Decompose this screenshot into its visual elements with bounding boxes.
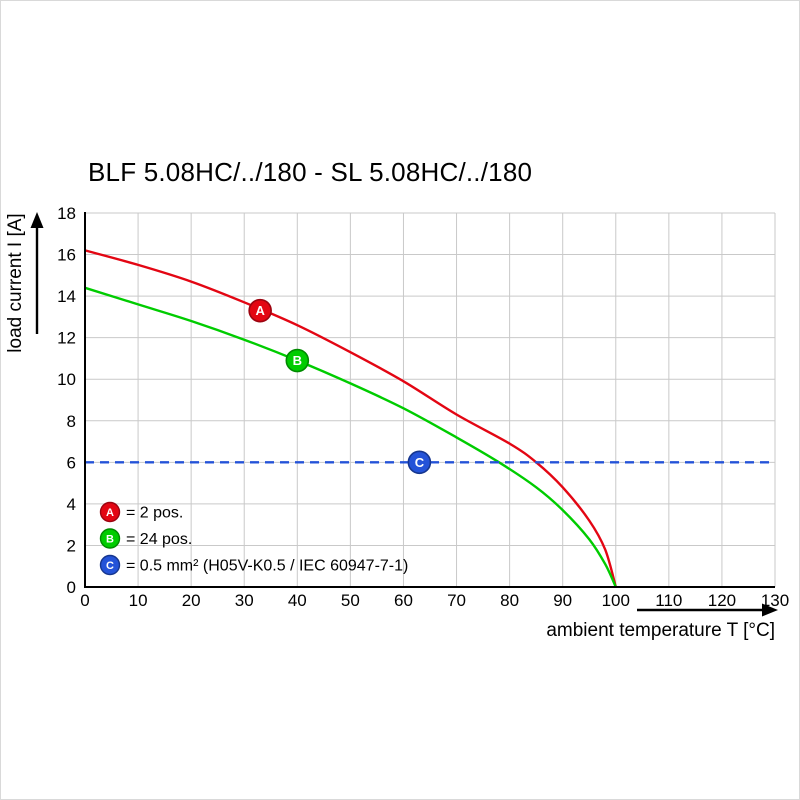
series-A-line — [84, 249, 617, 588]
marker-letter-A: A — [255, 303, 265, 318]
marker-letter-B: B — [293, 353, 302, 368]
series-A — [84, 249, 617, 588]
x-tick-label: 20 — [182, 591, 201, 610]
y-tick-label: 10 — [57, 370, 76, 389]
x-tick-label: 30 — [235, 591, 254, 610]
legend-label-A: = 2 pos. — [126, 505, 183, 522]
y-tick-label: 6 — [67, 453, 76, 472]
x-tick-label: 100 — [602, 591, 630, 610]
y-tick-label: 14 — [57, 287, 76, 306]
legend-swatch-B — [99, 528, 121, 549]
chart-title: BLF 5.08HC/../180 - SL 5.08HC/../180 — [88, 157, 533, 187]
x-tick-label: 40 — [288, 591, 307, 610]
series-B-marker: B — [285, 348, 310, 373]
y-tick-label: 16 — [57, 246, 76, 265]
x-tick-label: 60 — [394, 591, 413, 610]
series-C-marker: C — [407, 450, 432, 475]
axis-arrows — [30, 212, 778, 617]
series-A-marker: A — [248, 298, 272, 323]
series-B — [84, 286, 617, 588]
y-tick-label: 8 — [67, 412, 76, 431]
y-tick-label: 18 — [57, 204, 76, 223]
legend-label-B: = 24 pos. — [126, 531, 192, 548]
legend-label-C: = 0.5 mm² (H05V-K0.5 / IEC 60947-7-1) — [126, 558, 408, 575]
legend-swatch-C — [99, 554, 121, 576]
y-tick-label: 0 — [67, 578, 76, 597]
axes — [84, 212, 775, 588]
y-tick-label: 2 — [67, 536, 76, 555]
legend-swatch-A — [99, 501, 121, 523]
x-tick-label: 0 — [80, 591, 89, 610]
x-tick-label: 110 — [655, 591, 682, 610]
y-tick-label: 12 — [57, 329, 76, 348]
x-tick-label: 50 — [341, 591, 360, 610]
x-tick-label: 80 — [500, 591, 519, 610]
marker-circle-A — [248, 298, 272, 323]
legend-letter-B: B — [106, 534, 114, 546]
series-B-line — [84, 286, 617, 588]
x-tick-label: 10 — [129, 591, 148, 610]
marker-circle-B — [285, 348, 310, 373]
x-axis-title: ambient temperature T [°C] — [546, 620, 775, 641]
x-tick-label: 120 — [708, 591, 736, 610]
x-axis-arrowhead-icon — [762, 603, 778, 617]
tick-labels: 0 2 4 6 8 10 12 14 16 18 0 10 20 30 40 50 60 70 80 90 100 110… — [57, 204, 789, 610]
marker-circle-C — [407, 450, 432, 475]
legend-letter-A: A — [106, 507, 114, 519]
x-tick-label: 90 — [553, 591, 572, 610]
legend-letter-C: C — [106, 560, 114, 572]
y-tick-label: 4 — [67, 495, 76, 514]
marker-letter-C: C — [415, 455, 425, 470]
x-tick-label: 70 — [447, 591, 466, 610]
x-tick-label: 130 — [761, 591, 789, 610]
legend: A = 2 pos. B = 24 pos. C = 0.5 mm² (H05V-K0.5… — [99, 501, 408, 576]
y-axis-arrowhead-icon — [30, 212, 44, 228]
